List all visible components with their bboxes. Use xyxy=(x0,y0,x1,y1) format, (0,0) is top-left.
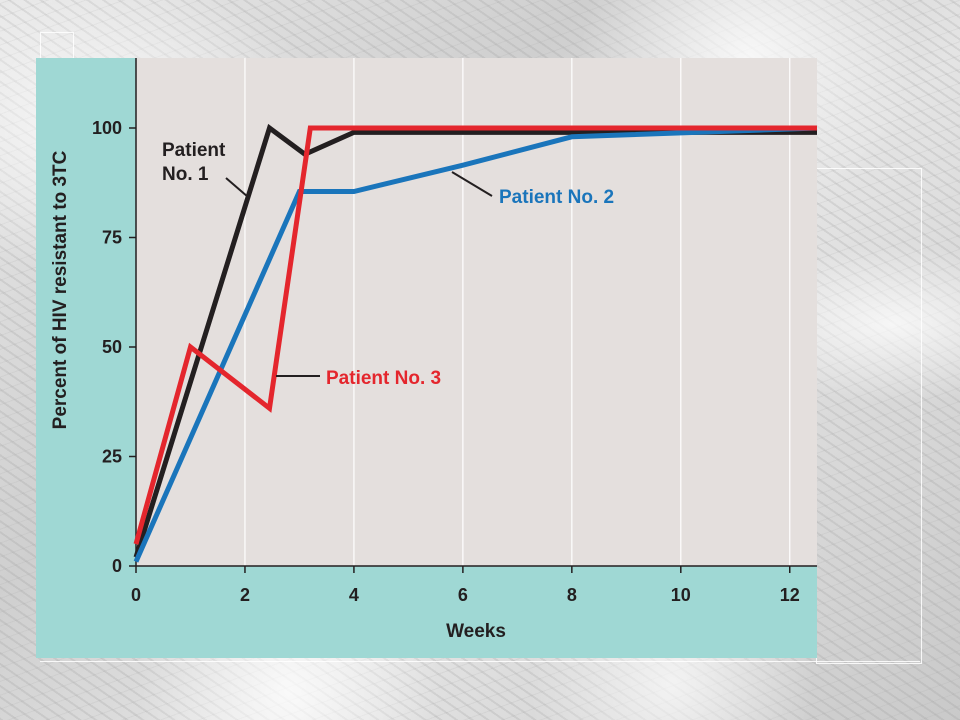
annotation-leader-1 xyxy=(225,177,249,198)
x-tick-label-10: 10 xyxy=(671,585,691,605)
y-tick-label-50: 50 xyxy=(102,337,122,357)
x-tick-label-8: 8 xyxy=(567,585,577,605)
y-tick-label-75: 75 xyxy=(102,228,122,248)
y-axis-label: Percent of HIV resistant to 3TC xyxy=(50,150,71,429)
series-line-patient-no-3 xyxy=(133,125,817,545)
series-lines xyxy=(133,123,818,563)
x-tick-label-4: 4 xyxy=(349,585,359,605)
tick-labels: 0 2 4 6 8 10 12 0 25 50 75 100 xyxy=(92,118,800,605)
frame-line-bottom xyxy=(40,661,920,663)
grid xyxy=(244,58,791,566)
annotation-patient-no-3-line-1: Patient No. 3 xyxy=(326,368,441,389)
series-line-patient-no-2 xyxy=(133,125,818,563)
x-axis-label: Weeks xyxy=(446,621,506,642)
annotation-leader-2 xyxy=(451,171,493,197)
x-tick-label-2: 2 xyxy=(240,585,250,605)
x-tick-label-6: 6 xyxy=(458,585,468,605)
axes xyxy=(129,58,817,573)
y-tick-label-0: 0 xyxy=(112,556,122,576)
annotation-patient-no-2-line-1: Patient No. 2 xyxy=(499,187,614,208)
x-tick-label-12: 12 xyxy=(780,585,800,605)
annotations: Patient No. 1 Patient No. 2 Patient No. 3 xyxy=(162,140,614,389)
annotation-patient-no-1-line-1: Patient xyxy=(162,140,226,161)
y-tick-label-100: 100 xyxy=(92,118,122,138)
plot-area xyxy=(136,58,817,566)
annotation-patient-no-1-line-2: No. 1 xyxy=(162,164,209,185)
x-tick-label-0: 0 xyxy=(131,585,141,605)
y-tick-label-25: 25 xyxy=(102,447,122,467)
